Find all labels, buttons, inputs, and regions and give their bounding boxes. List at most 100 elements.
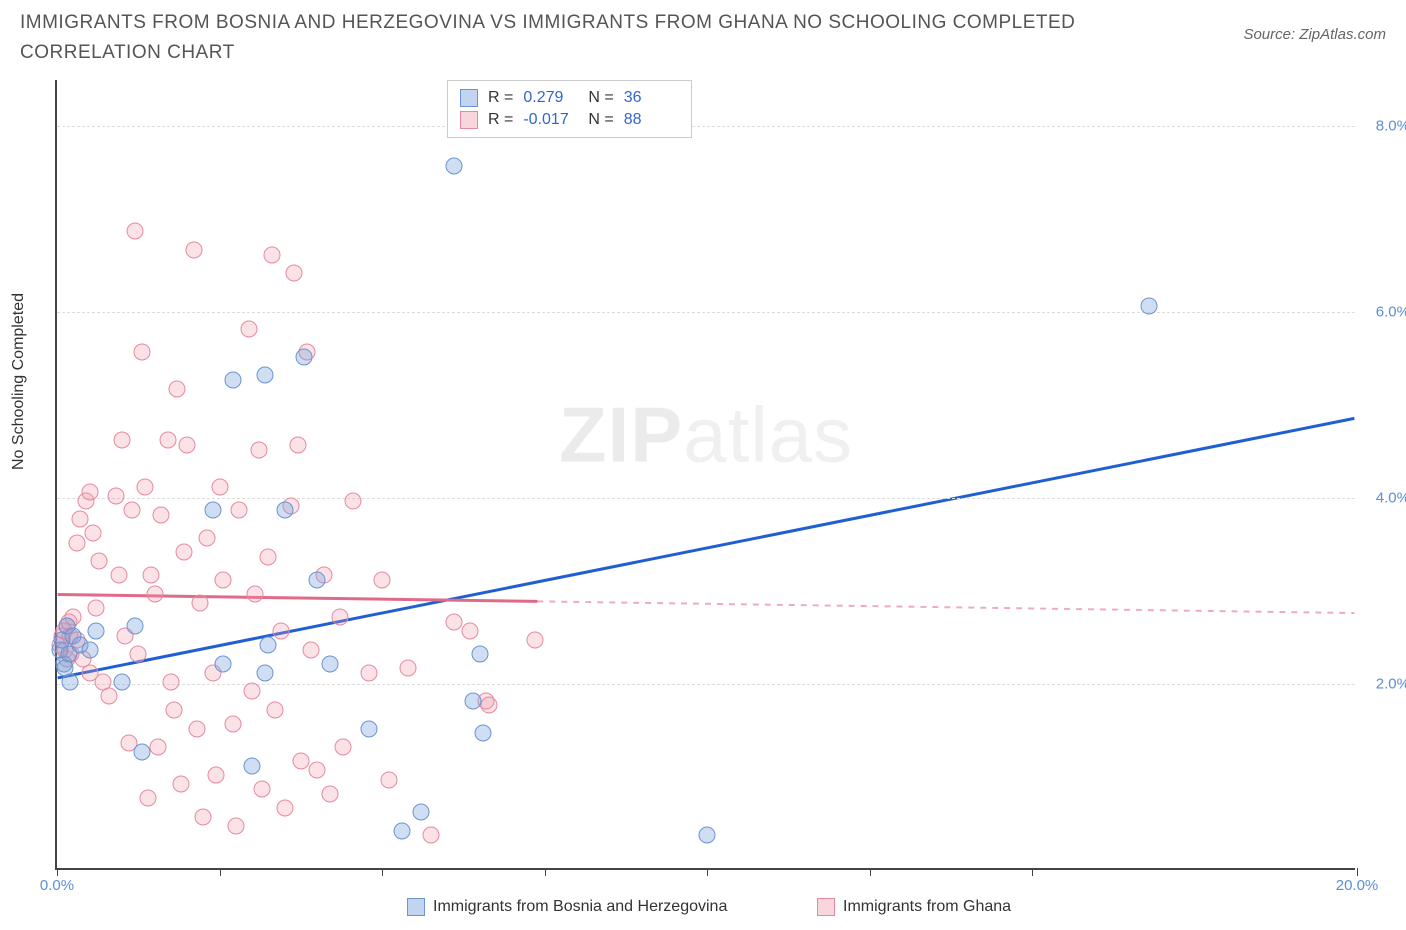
bosnia-point bbox=[1141, 297, 1158, 314]
bosnia-point bbox=[133, 743, 150, 760]
ghana-point bbox=[136, 478, 153, 495]
bosnia-point bbox=[205, 502, 222, 519]
ghana-point bbox=[101, 688, 118, 705]
ghana-point bbox=[107, 488, 124, 505]
ghana-point bbox=[192, 595, 209, 612]
ghana-point bbox=[185, 241, 202, 258]
ghana-point bbox=[361, 664, 378, 681]
ghana-point bbox=[114, 432, 131, 449]
chart-title: IMMIGRANTS FROM BOSNIA AND HERZEGOVINA V… bbox=[20, 8, 1120, 69]
ghana-point bbox=[244, 683, 261, 700]
gridline bbox=[57, 498, 1355, 499]
ghana-point bbox=[198, 530, 215, 547]
x-tick-label: 0.0% bbox=[40, 877, 74, 894]
ghana-point bbox=[445, 613, 462, 630]
y-tick-label: 4.0% bbox=[1376, 490, 1406, 507]
ghana-point bbox=[143, 567, 160, 584]
ghana-point bbox=[91, 553, 108, 570]
ghana-point bbox=[422, 827, 439, 844]
legend-swatch bbox=[460, 111, 478, 129]
ghana-point bbox=[400, 660, 417, 677]
ghana-point bbox=[140, 790, 157, 807]
chart-plot-area: ZIPatlas R =0.279N =36R =-0.017N =88 Imm… bbox=[55, 80, 1355, 870]
bosnia-point bbox=[127, 618, 144, 635]
legend-item: Immigrants from Bosnia and Herzegovina bbox=[407, 898, 727, 916]
ghana-point bbox=[247, 585, 264, 602]
ghana-point bbox=[88, 599, 105, 616]
ghana-point bbox=[286, 265, 303, 282]
ghana-point bbox=[526, 632, 543, 649]
ghana-point bbox=[309, 762, 326, 779]
ghana-point bbox=[127, 223, 144, 240]
bosnia-point bbox=[244, 757, 261, 774]
r-label: R = bbox=[488, 89, 513, 107]
ghana-point bbox=[289, 437, 306, 454]
x-tick bbox=[382, 868, 383, 876]
ghana-point bbox=[130, 646, 147, 663]
x-tick bbox=[870, 868, 871, 876]
x-tick bbox=[1032, 868, 1033, 876]
ghana-point bbox=[214, 571, 231, 588]
ghana-point bbox=[211, 478, 228, 495]
ghana-point bbox=[292, 753, 309, 770]
trend-lines bbox=[57, 80, 1355, 868]
r-value: -0.017 bbox=[523, 111, 578, 129]
ghana-point bbox=[240, 320, 257, 337]
n-value: 88 bbox=[624, 111, 679, 129]
ghana-point bbox=[166, 702, 183, 719]
ghana-point bbox=[263, 246, 280, 263]
bosnia-point bbox=[471, 646, 488, 663]
y-tick-label: 8.0% bbox=[1376, 118, 1406, 135]
ghana-point bbox=[253, 781, 270, 798]
bosnia-point bbox=[88, 623, 105, 640]
ghana-point bbox=[172, 776, 189, 793]
x-tick bbox=[57, 868, 58, 876]
ghana-point bbox=[195, 808, 212, 825]
legend-item: Immigrants from Ghana bbox=[817, 898, 1011, 916]
bosnia-point bbox=[322, 655, 339, 672]
bosnia-point bbox=[474, 725, 491, 742]
ghana-point bbox=[123, 502, 140, 519]
n-label: N = bbox=[588, 89, 613, 107]
ghana-point bbox=[81, 483, 98, 500]
ghana-point bbox=[231, 502, 248, 519]
ghana-point bbox=[227, 818, 244, 835]
x-tick bbox=[545, 868, 546, 876]
stats-row: R =0.279N =36 bbox=[460, 87, 679, 109]
ghana-point bbox=[84, 525, 101, 542]
ghana-point bbox=[110, 567, 127, 584]
ghana-point bbox=[188, 720, 205, 737]
r-value: 0.279 bbox=[523, 89, 578, 107]
bosnia-point bbox=[699, 827, 716, 844]
ghana-point bbox=[276, 799, 293, 816]
legend-swatch bbox=[817, 898, 835, 916]
bosnia-point bbox=[393, 822, 410, 839]
ghana-point bbox=[266, 702, 283, 719]
x-tick bbox=[707, 868, 708, 876]
gridline bbox=[57, 126, 1355, 127]
ghana-point bbox=[380, 771, 397, 788]
ghana-point bbox=[260, 548, 277, 565]
ghana-point bbox=[250, 441, 267, 458]
ghana-point bbox=[344, 492, 361, 509]
ghana-point bbox=[273, 623, 290, 640]
n-label: N = bbox=[588, 111, 613, 129]
legend-label: Immigrants from Bosnia and Herzegovina bbox=[433, 898, 727, 916]
stats-row: R = -0.017 N = 88 bbox=[460, 109, 679, 131]
bosnia-point bbox=[413, 804, 430, 821]
stats-legend-box: R =0.279N =36R =-0.017N =88 bbox=[447, 80, 692, 138]
bosnia-point bbox=[445, 158, 462, 175]
ghana-point bbox=[302, 641, 319, 658]
bosnia-point bbox=[276, 502, 293, 519]
ghana-point bbox=[149, 739, 166, 756]
y-tick-label: 6.0% bbox=[1376, 304, 1406, 321]
ghana-point bbox=[322, 785, 339, 802]
ghana-point bbox=[374, 571, 391, 588]
ghana-point bbox=[208, 767, 225, 784]
ghana-point bbox=[169, 381, 186, 398]
ghana-point bbox=[481, 697, 498, 714]
r-label: R = bbox=[488, 111, 513, 129]
bosnia-point bbox=[309, 571, 326, 588]
bosnia-point bbox=[81, 641, 98, 658]
bosnia-point bbox=[224, 372, 241, 389]
